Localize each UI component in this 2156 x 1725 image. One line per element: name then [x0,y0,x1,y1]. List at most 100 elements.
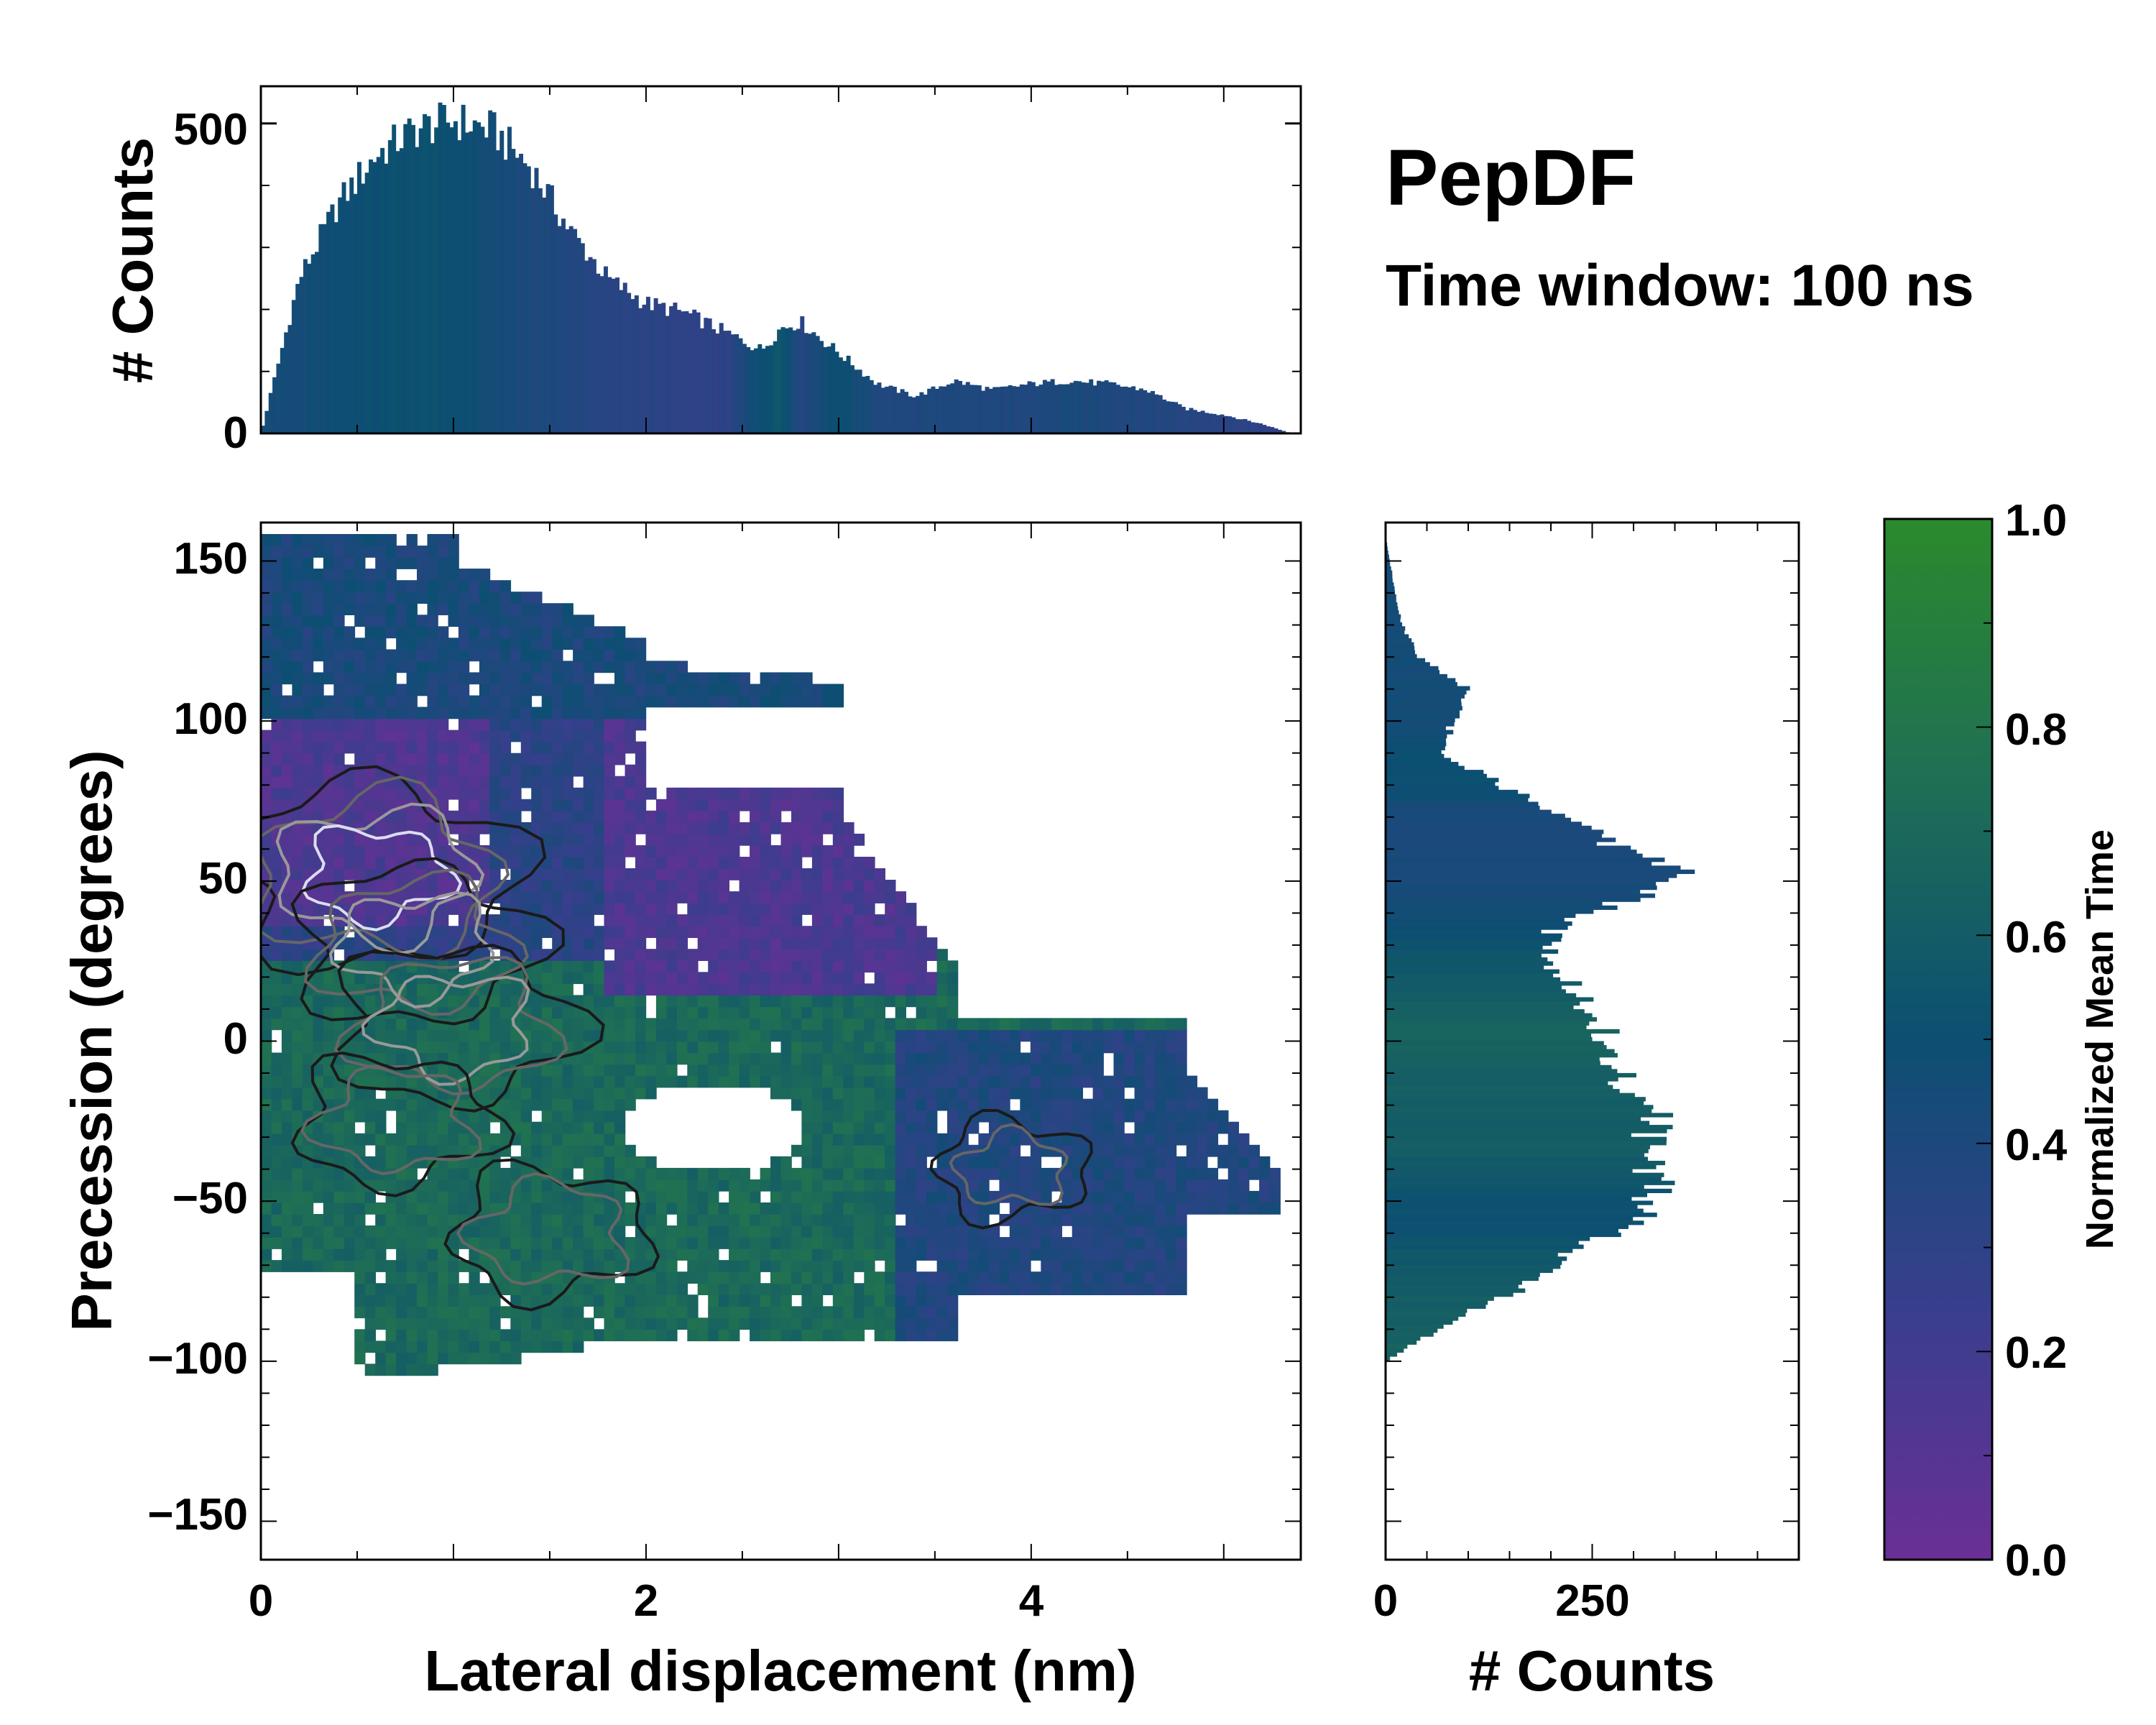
heatmap-cell [573,1121,584,1134]
heatmap-cell [458,1317,470,1330]
heatmap-cell [864,1294,875,1307]
heatmap-cell [645,822,657,834]
heatmap-cell [1041,1087,1052,1100]
heatmap-cell [874,1144,885,1157]
right-histogram-bar [1386,1316,1459,1321]
heatmap-cell [1020,1075,1031,1088]
heatmap-cell [906,1329,917,1342]
heatmap-cell [583,661,594,673]
heatmap-cell [1061,1179,1073,1192]
heatmap-cell [313,764,324,777]
heatmap-cell [499,1018,512,1031]
heatmap-cell [344,557,356,569]
heatmap-cell [906,1225,917,1238]
top-histogram-bar [434,127,439,433]
heatmap-cell [916,949,927,961]
heatmap-cell [438,1283,449,1295]
heatmap-cell [292,833,303,846]
heatmap-cell [604,638,615,650]
right-histogram-xlabel: # Counts [1469,1639,1715,1703]
heatmap-cell [510,753,522,765]
heatmap-cell [739,903,750,915]
heatmap-cell [801,1041,813,1054]
heatmap-cell [676,880,688,892]
heatmap-cell [396,718,407,731]
heatmap-cell [697,937,709,949]
heatmap-cell [573,972,584,985]
heatmap-cell [344,776,356,788]
heatmap-cell [292,1225,303,1238]
heatmap-cell [676,937,688,949]
heatmap-cell [489,1167,501,1180]
top-histogram-bar [723,331,728,433]
heatmap-cell [323,672,335,685]
heatmap-cell [874,1087,885,1100]
heatmap-cell [479,1121,491,1134]
heatmap-cell [594,1075,605,1088]
heatmap-cell [760,833,771,846]
heatmap-cell [364,638,376,650]
main-ytick-label-neg150: −150 [147,1490,248,1540]
heatmap-cell [417,753,428,765]
heatmap-cell [1092,1283,1104,1295]
top-histogram-bar [1223,415,1228,433]
heatmap-cell [687,972,699,985]
heatmap-cell [562,810,573,823]
right-histogram-bar [1386,682,1457,687]
right-histogram-bar [1386,554,1389,559]
heatmap-cell [666,880,678,892]
heatmap-cell [801,684,813,696]
top-histogram-bar [642,304,647,433]
heatmap-cell [510,1075,522,1088]
heatmap-cell [978,1029,990,1042]
heatmap-cell [1082,1098,1094,1111]
heatmap-cell [780,1237,792,1249]
heatmap-cell [323,718,335,731]
heatmap-cell [614,1329,626,1342]
heatmap-cell [864,949,875,961]
heatmap-cell [666,787,678,800]
heatmap-cell [344,707,356,719]
heatmap-cell [364,1225,376,1238]
heatmap-cell [708,1306,719,1319]
heatmap-cell [750,1214,761,1226]
heatmap-cell [718,684,729,696]
heatmap-cell [354,649,366,662]
heatmap-cell [947,1041,959,1054]
heatmap-cell [676,857,688,869]
heatmap-cell [832,926,844,938]
heatmap-cell [302,1006,314,1019]
heatmap-cell [614,960,626,973]
heatmap-cell [864,1041,875,1054]
heatmap-cell [697,833,709,846]
heatmap-cell [302,1144,314,1157]
heatmap-cell [573,1018,584,1031]
heatmap-cell [916,1167,927,1180]
heatmap-cell [739,983,750,996]
heatmap-cell [541,764,553,777]
heatmap-cell [676,695,688,708]
heatmap-cell [427,672,438,685]
heatmap-cell [562,1098,573,1111]
heatmap-cell [302,810,314,823]
heatmap-cell [573,764,584,777]
heatmap-cell [510,914,522,926]
heatmap-cell [666,857,678,869]
heatmap-cell [323,995,335,1008]
heatmap-cell [926,1167,938,1180]
heatmap-cell [1030,1156,1042,1169]
right-histogram-bar [1386,1092,1635,1098]
heatmap-cell [645,868,657,880]
heatmap-cell [438,626,449,639]
heatmap-cell [261,972,272,985]
heatmap-cell [375,1317,387,1330]
right-histogram-bar [1386,917,1565,922]
heatmap-cell [864,1156,875,1169]
heatmap-cell [385,546,397,558]
heatmap-cell [655,1190,668,1203]
heatmap-cell [1009,1075,1021,1088]
right-histogram-bar [1386,745,1445,750]
heatmap-cell [583,707,594,719]
heatmap-cell [292,695,303,708]
heatmap-cell [999,1144,1010,1157]
